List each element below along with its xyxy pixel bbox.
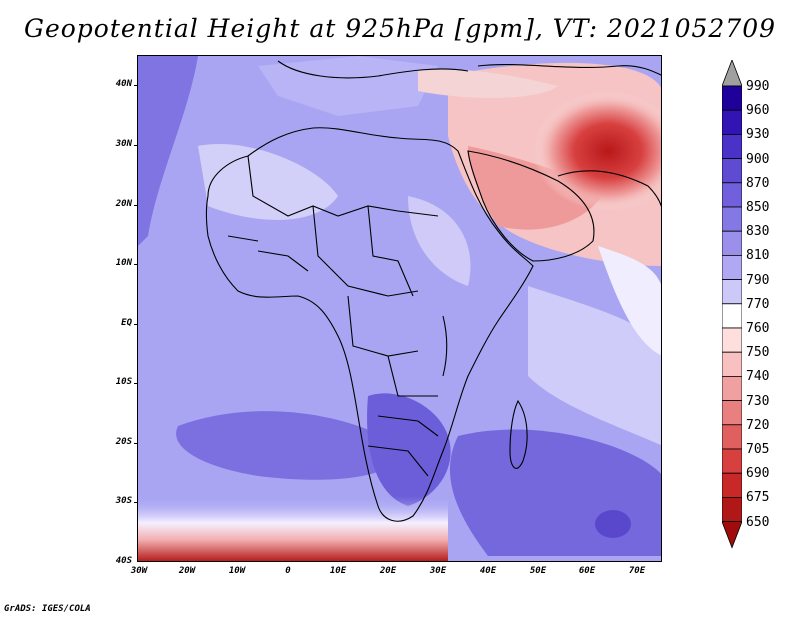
field-dark-se-africa: [367, 393, 451, 506]
colorbar-swatch: [722, 230, 742, 256]
x-label-20e: 20E: [379, 566, 397, 576]
colorbar-swatch: [722, 327, 742, 353]
field-light-indian: [528, 286, 661, 446]
colorbar-label: 705: [746, 442, 770, 457]
y-label-20n: 20N: [115, 199, 132, 209]
colorbar-label: 675: [746, 490, 770, 506]
field-south-band: [138, 496, 448, 561]
field-light-east: [408, 196, 471, 286]
y-tick: [134, 264, 138, 265]
chart-title: Geopotential Height at 925hPa [gpm], VT:…: [23, 14, 777, 43]
field-dark-north: [258, 56, 438, 116]
colorbar-swatch: [722, 351, 742, 377]
colorbar-bottom-arrow: [722, 521, 742, 549]
colorbar-swatch: [722, 134, 742, 160]
colorbar-label: 730: [746, 393, 770, 409]
colorbar-label: 850: [746, 200, 770, 215]
colorbar-swatch: [722, 496, 742, 522]
colorbar-label: 720: [746, 417, 770, 433]
y-tick: [134, 145, 138, 146]
colorbar-swatch: [722, 303, 742, 329]
colorbar-swatch: [722, 182, 742, 208]
colorbar-top-arrow: [722, 60, 742, 87]
colorbar-label: 830: [746, 224, 770, 240]
y-label-10n: 10N: [115, 258, 132, 268]
y-tick: [134, 324, 138, 325]
colorbar-label: 900: [746, 151, 770, 167]
colorbar-label: 760: [746, 321, 770, 336]
field-dark-south-atl: [176, 411, 399, 480]
y-label-eq: EQ: [121, 318, 132, 328]
x-label-40e: 40E: [479, 566, 497, 576]
credit-text: GrADS: IGES/COLA: [4, 604, 91, 614]
colorbar-swatch: [722, 424, 742, 450]
x-label-50e: 50E: [529, 566, 547, 576]
field-hotspot-iran: [533, 91, 661, 211]
x-label-10e: 10E: [329, 566, 347, 576]
colorbar-swatch: [722, 109, 742, 135]
y-label-20s: 20S: [115, 437, 132, 447]
field-light-sahara: [198, 144, 338, 220]
colorbar: [722, 60, 742, 549]
colorbar-swatch: [722, 206, 742, 232]
x-label-30e: 30E: [429, 566, 447, 576]
y-label-30n: 30N: [115, 139, 132, 149]
x-label-60e: 60E: [578, 566, 596, 576]
x-label-0: 0: [285, 566, 291, 576]
colorbar-label: 960: [746, 103, 770, 119]
colorbar-swatch: [722, 254, 742, 280]
x-label-30w: 30W: [130, 566, 148, 576]
colorbar-label: 750: [746, 345, 770, 361]
colorbar-swatch: [722, 472, 742, 498]
field-low-center: [595, 510, 631, 538]
x-label-10w: 10W: [228, 566, 246, 576]
y-tick: [134, 205, 138, 206]
y-label-40s: 40S: [115, 556, 132, 566]
x-label-70e: 70E: [628, 566, 646, 576]
colorbar-label: 790: [746, 272, 770, 288]
colorbar-swatch: [722, 375, 742, 401]
y-label-30s: 30S: [115, 496, 132, 506]
colorbar-swatch: [722, 85, 742, 111]
colorbar-label: 870: [746, 175, 770, 191]
y-tick: [134, 383, 138, 384]
colorbar-label: 650: [746, 514, 770, 530]
y-tick: [134, 443, 138, 444]
y-label-10s: 10S: [115, 377, 132, 387]
colorbar-swatch: [722, 400, 742, 426]
colorbar-swatch: [722, 448, 742, 474]
colorbar-label: 810: [746, 248, 770, 264]
colorbar-label: 990: [746, 79, 770, 94]
field-warm-arabia: [468, 146, 608, 230]
y-tick: [134, 502, 138, 503]
colorbar-label: 690: [746, 466, 770, 482]
coastlines: [205, 60, 661, 522]
y-label-40n: 40N: [115, 79, 132, 89]
map-panel: [137, 55, 662, 562]
field-warm-turkey: [418, 69, 558, 98]
field-dark-west: [138, 56, 198, 246]
colorbar-swatch: [722, 279, 742, 305]
colorbar-swatch: [722, 158, 742, 184]
field-pale-band: [598, 246, 661, 355]
height-field-map: [138, 56, 661, 561]
colorbar-label: 930: [746, 127, 770, 143]
x-label-20w: 20W: [178, 566, 196, 576]
y-tick: [134, 85, 138, 86]
colorbar-label: 770: [746, 296, 770, 312]
colorbar-label: 740: [746, 369, 770, 385]
